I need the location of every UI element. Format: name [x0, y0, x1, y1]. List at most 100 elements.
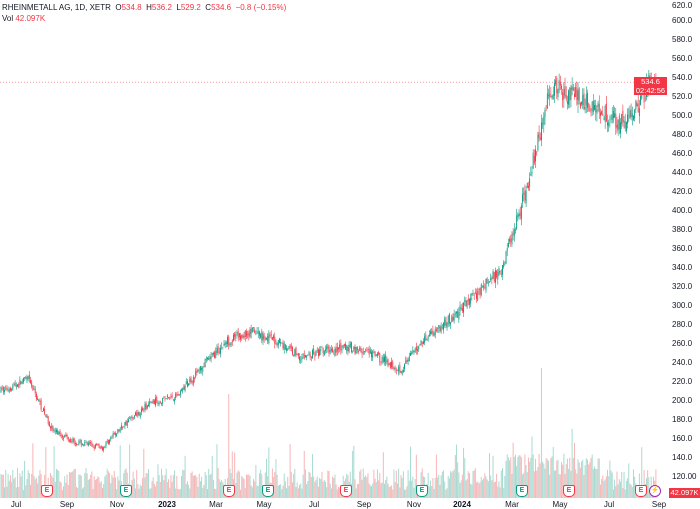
volume-bar	[218, 479, 220, 498]
volume-bar	[20, 476, 22, 498]
candle-body	[634, 109, 636, 119]
volume-bar	[599, 484, 601, 498]
candle-body	[433, 333, 435, 337]
volume-bar	[549, 474, 551, 498]
earnings-icon[interactable]: E	[340, 485, 352, 497]
volume-bar	[119, 445, 121, 498]
volume-bar	[80, 475, 82, 498]
volume-bar	[414, 478, 416, 498]
volume-bar	[53, 446, 55, 498]
volume-bar	[142, 477, 144, 498]
volume-bar	[506, 454, 508, 498]
volume-bar	[489, 453, 491, 498]
candle-body	[148, 404, 149, 407]
candle-body	[505, 251, 507, 264]
volume-bar	[22, 489, 24, 498]
candle-body	[70, 439, 72, 442]
y-tick-label: 340.0	[672, 263, 693, 272]
volume-bar	[111, 475, 113, 498]
volume-bar	[8, 480, 10, 498]
candle-body	[582, 94, 584, 106]
candle-body	[445, 317, 447, 326]
volume-bar	[352, 450, 354, 498]
candle-body	[550, 95, 552, 97]
candle-body	[177, 394, 179, 396]
earnings-icon[interactable]: E	[262, 485, 274, 497]
candle-body	[74, 442, 76, 445]
dividend-icon[interactable]: ⚡	[649, 485, 661, 497]
candle-body	[113, 432, 115, 435]
volume-bar	[433, 488, 435, 498]
earnings-icon[interactable]: E	[120, 485, 132, 497]
candle-body	[624, 121, 626, 129]
volume-bar	[140, 486, 142, 498]
earnings-icon[interactable]: E	[563, 485, 575, 497]
volume-bar	[182, 469, 184, 498]
candle-body	[176, 393, 178, 396]
candle-body	[375, 354, 377, 356]
candle-body	[190, 377, 192, 383]
volume-bar	[78, 474, 80, 498]
volume-bar	[438, 474, 440, 498]
candle-body	[166, 395, 168, 398]
candle-body	[91, 442, 93, 447]
candle-body	[233, 334, 234, 341]
candle-body	[179, 390, 181, 395]
candle-body	[591, 101, 593, 112]
volume-bar	[455, 444, 457, 498]
open-value: 534.8	[121, 3, 142, 12]
volume-bar	[68, 472, 70, 498]
candle-body	[315, 350, 317, 355]
candle-body	[539, 137, 541, 140]
volume-bar	[112, 477, 114, 498]
candle-body	[628, 115, 630, 117]
candle-body	[146, 404, 148, 409]
earnings-icon[interactable]: E	[41, 485, 53, 497]
volume-bar	[155, 486, 157, 498]
volume-value: 42.097K	[15, 14, 46, 23]
candle-body	[355, 346, 357, 354]
volume-bar	[513, 456, 515, 498]
candle-body	[562, 92, 564, 101]
candle-body	[469, 298, 470, 305]
candle-body	[564, 86, 566, 96]
candle-body	[374, 351, 376, 356]
volume-bar	[378, 480, 380, 498]
volume-bar	[627, 478, 629, 498]
candle-body	[407, 359, 409, 362]
candle-body	[465, 300, 467, 307]
volume-bar	[546, 459, 548, 498]
volume-bar	[205, 475, 207, 498]
earnings-icon[interactable]: E	[416, 485, 428, 497]
volume-bar	[158, 475, 160, 498]
volume-bar	[291, 482, 293, 498]
candle-body	[191, 380, 193, 383]
candle-body	[359, 347, 361, 351]
volume-bar	[61, 489, 63, 498]
volume-bar	[214, 489, 216, 498]
candle-body	[533, 155, 535, 163]
volume-bar	[288, 485, 290, 498]
candle-body	[284, 344, 286, 350]
earnings-icon[interactable]: E	[635, 485, 647, 497]
earnings-icon[interactable]: E	[223, 485, 235, 497]
volume-bar	[231, 451, 233, 498]
volume-bar	[520, 457, 522, 498]
bar-countdown: 02:42:56	[635, 86, 666, 95]
candle-body	[106, 441, 108, 442]
candle-body	[58, 432, 60, 435]
candle-body	[461, 307, 463, 312]
candle-body	[363, 351, 365, 352]
volume-bar	[320, 479, 322, 498]
candle-body	[214, 352, 216, 359]
candle-body	[78, 441, 80, 445]
volume-bar	[612, 489, 614, 498]
volume-bar	[563, 453, 565, 498]
candle-body	[448, 313, 450, 324]
candle-body	[151, 402, 153, 404]
volume-bar	[179, 489, 181, 498]
volume-bar	[32, 443, 34, 498]
earnings-icon[interactable]: E	[516, 485, 528, 497]
candle-body	[144, 404, 146, 410]
